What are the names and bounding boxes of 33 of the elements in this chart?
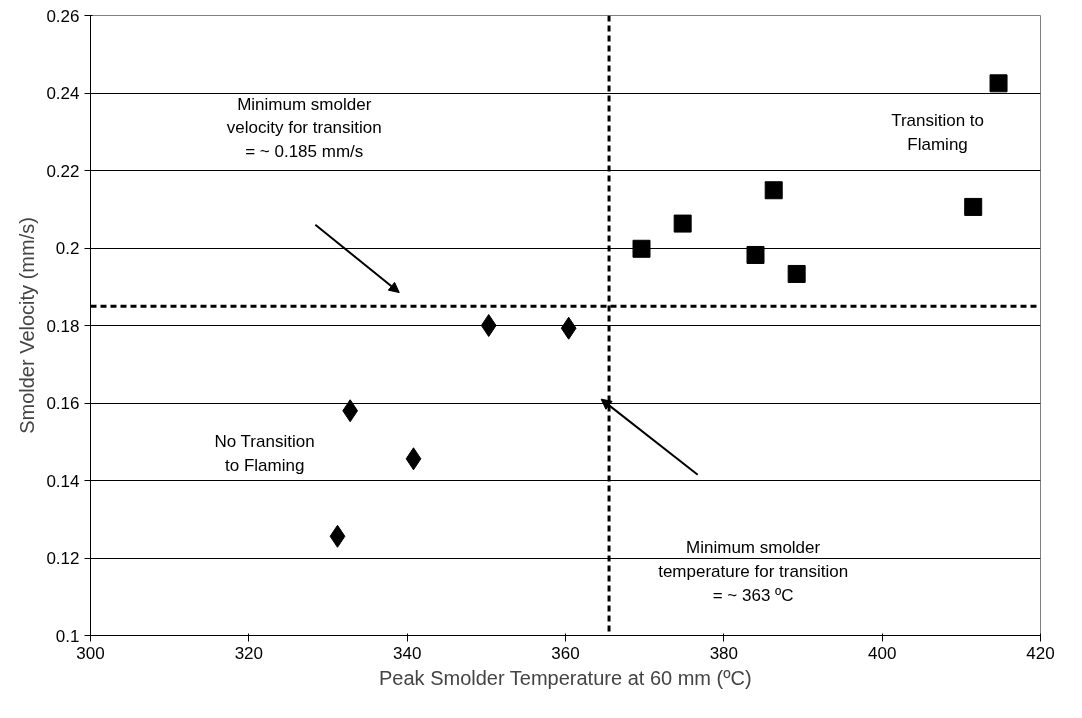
y-tick-label: 0.22 bbox=[46, 161, 80, 181]
x-tick-label: 340 bbox=[392, 643, 422, 663]
x-tick-label: 380 bbox=[709, 643, 739, 663]
annotation: Minimum smolder velocity for transition = ~ 0.185 mm/s bbox=[226, 94, 382, 162]
y-axis-title: Smolder Velocity (mm/s) bbox=[16, 217, 39, 434]
x-tick-label: 300 bbox=[76, 643, 105, 663]
y-tick-label: 0.14 bbox=[46, 471, 80, 491]
annotation: Transition to Flaming bbox=[891, 111, 985, 154]
x-tick-label: 400 bbox=[867, 643, 897, 663]
x-tick-label: 420 bbox=[1026, 643, 1055, 663]
y-tick-label: 0.26 bbox=[46, 6, 80, 26]
y-tick-label: 0.16 bbox=[46, 394, 80, 413]
point bbox=[787, 264, 806, 283]
y-tick-label: 0.1 bbox=[55, 626, 80, 646]
point bbox=[964, 197, 983, 216]
point bbox=[329, 524, 346, 548]
point bbox=[764, 181, 783, 200]
point bbox=[560, 316, 577, 340]
point bbox=[405, 447, 422, 471]
point bbox=[989, 74, 1008, 93]
point bbox=[632, 239, 651, 258]
y-tick-label: 0.24 bbox=[46, 84, 80, 103]
annotation: Minimum smolder temperature for transition = ~ 363 ºC bbox=[658, 538, 849, 605]
y-tick-label: 0.18 bbox=[46, 316, 80, 336]
y-tick-label: 0.12 bbox=[46, 549, 80, 568]
y-tick-label: 0.2 bbox=[55, 239, 80, 258]
point bbox=[673, 214, 692, 233]
point bbox=[480, 314, 497, 337]
point bbox=[746, 245, 765, 264]
x-axis-title: Peak Smolder Temperature at 60 mm (ºC) bbox=[379, 666, 752, 689]
annotation: No Transition to Flaming bbox=[214, 432, 315, 475]
x-tick-label: 360 bbox=[551, 643, 580, 663]
x-tick-label: 320 bbox=[234, 643, 264, 663]
